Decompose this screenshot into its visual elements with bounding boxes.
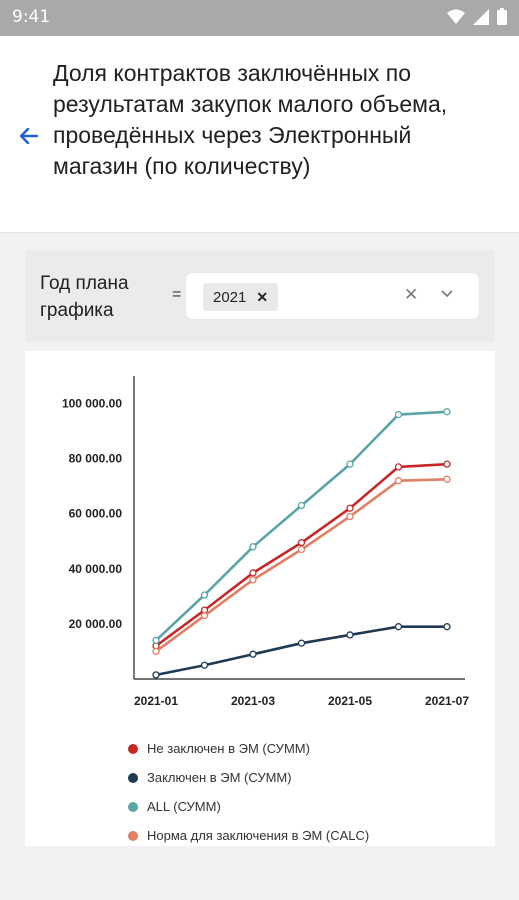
data-point[interactable]: [394, 477, 403, 485]
legend-item[interactable]: Норма для заключения в ЭМ (CALC): [128, 828, 369, 843]
series-3: [152, 475, 451, 656]
chip-label: 2021: [213, 288, 247, 306]
x-tick-label: 2021-05: [328, 694, 372, 708]
data-point[interactable]: [443, 460, 451, 468]
data-point[interactable]: [394, 463, 403, 471]
status-time: 9:41: [12, 7, 51, 27]
data-point[interactable]: [443, 475, 451, 483]
data-point[interactable]: [249, 650, 257, 658]
x-tick-label: 2021-07: [425, 694, 469, 708]
series-1: [152, 623, 451, 679]
data-point[interactable]: [297, 538, 306, 547]
page-title: Доля контрактов заключённых по результат…: [53, 60, 448, 179]
data-point[interactable]: [394, 410, 403, 419]
y-tick-label: 20 000.00: [69, 617, 123, 631]
filter-label: Год плана графика: [40, 273, 129, 321]
legend-label: Норма для заключения в ЭМ (CALC): [147, 828, 370, 843]
legend-item[interactable]: ALL (СУММ): [128, 799, 221, 814]
data-point[interactable]: [346, 504, 354, 512]
legend-item[interactable]: Не заключен в ЭМ (СУММ): [128, 741, 310, 756]
legend-dot: [128, 830, 138, 841]
y-tick-label: 80 000.00: [69, 452, 123, 466]
legend-label: ALL (СУММ): [147, 799, 221, 814]
data-point[interactable]: [152, 647, 160, 656]
y-tick-label: 40 000.00: [69, 562, 123, 576]
line-chart: 20 000.00 40 000.00 60 000.00 80 000.00 100 …: [62, 376, 469, 708]
chevron-down-icon[interactable]: [441, 285, 453, 301]
legend-dot: [128, 772, 138, 783]
series-2: [152, 408, 451, 645]
data-point[interactable]: [152, 636, 160, 645]
legend-label: Не заключен в ЭМ (СУММ): [147, 741, 310, 756]
series-0: [152, 460, 451, 650]
data-point[interactable]: [346, 512, 354, 521]
data-point[interactable]: [200, 591, 209, 599]
series-line: [155, 625, 447, 677]
series-line: [155, 410, 448, 642]
data-point[interactable]: [249, 569, 257, 577]
selected-chip: 2021 ✕: [203, 283, 279, 311]
page-header: Доля контрактов заключённых по результат…: [0, 36, 519, 233]
data-point[interactable]: [249, 543, 257, 551]
legend-dot: [128, 801, 138, 812]
data-point[interactable]: [443, 623, 451, 631]
status-bar: 9:41: [0, 0, 519, 36]
data-point[interactable]: [152, 671, 160, 679]
legend-dot: [128, 743, 138, 754]
legend-label: Заключен в ЭМ (СУММ): [147, 770, 292, 785]
data-point[interactable]: [346, 631, 354, 639]
data-point[interactable]: [443, 408, 451, 416]
x-tick-label: 2021-03: [231, 694, 275, 708]
data-point[interactable]: [200, 661, 209, 669]
wifi-icon: [447, 9, 465, 30]
back-button[interactable]: [18, 118, 40, 154]
y-tick-label: 60 000.00: [69, 507, 123, 521]
y-tick-label: 100 000.00: [62, 397, 122, 411]
battery-icon: [497, 8, 507, 30]
data-point[interactable]: [249, 576, 257, 584]
data-point[interactable]: [297, 545, 306, 554]
data-point[interactable]: [297, 501, 306, 510]
clear-icon[interactable]: ✕: [404, 285, 419, 304]
chip-remove-icon[interactable]: ✕: [256, 288, 269, 305]
signal-icon: [473, 8, 489, 30]
year-select[interactable]: 2021 ✕ ✕: [185, 272, 480, 320]
data-point[interactable]: [200, 611, 209, 620]
status-icons: [447, 8, 507, 30]
arrow-left-icon: [20, 128, 38, 144]
chart-card: 20 000.00 40 000.00 60 000.00 80 000.00 100 …: [25, 351, 495, 846]
x-tick-label: 2021-01: [134, 694, 178, 708]
data-point[interactable]: [394, 623, 403, 631]
data-point[interactable]: [297, 639, 306, 647]
data-point[interactable]: [346, 460, 354, 468]
filter-panel: Год плана графика = 2021 ✕ ✕: [25, 250, 495, 342]
filter-operator: =: [172, 286, 182, 303]
legend-item[interactable]: Заключен в ЭМ (СУММ): [128, 770, 292, 785]
